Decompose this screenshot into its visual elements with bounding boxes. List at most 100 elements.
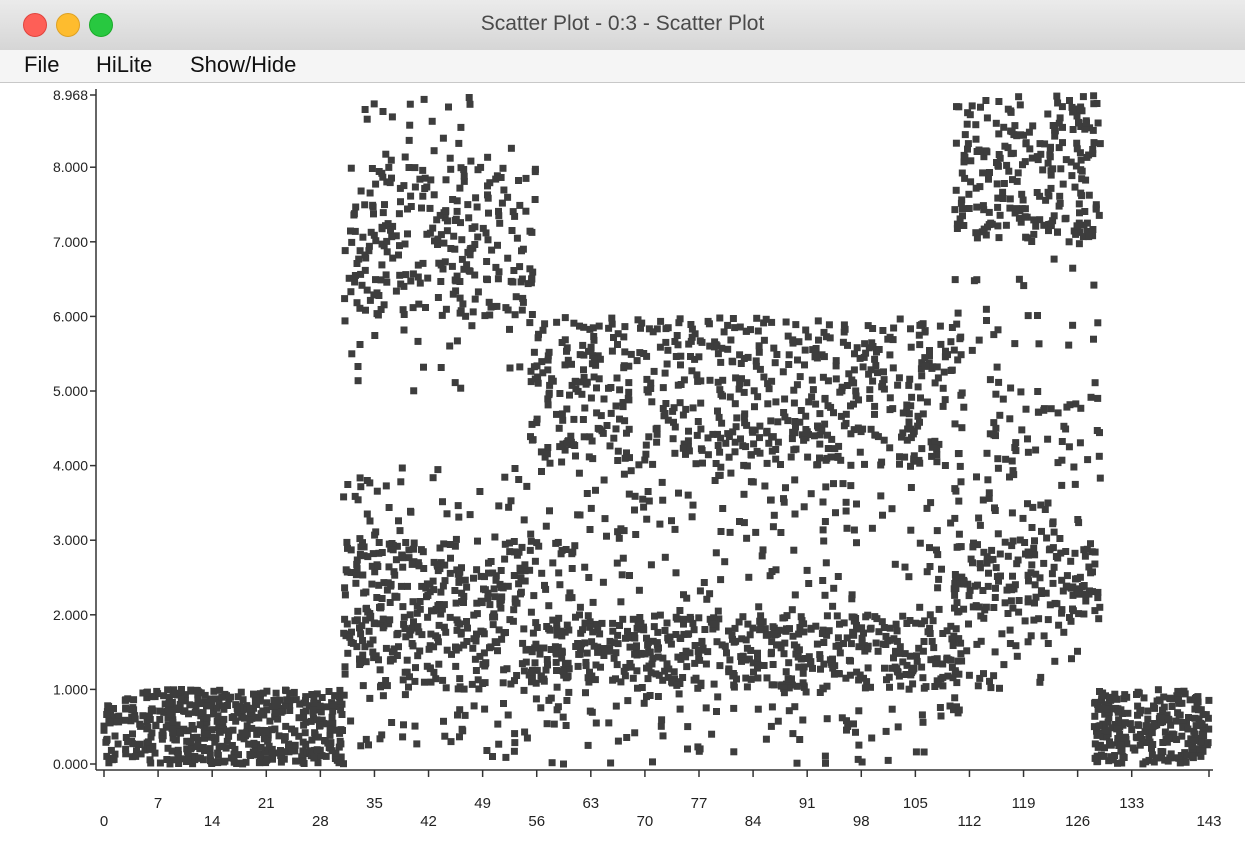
data-point: [819, 498, 827, 506]
data-point: [351, 272, 359, 279]
data-point: [425, 645, 433, 653]
data-point: [1111, 752, 1119, 759]
data-point: [497, 567, 505, 574]
data-point: [359, 539, 366, 547]
data-point: [341, 591, 349, 599]
data-point: [1104, 727, 1111, 735]
data-point: [594, 648, 602, 656]
data-point: [668, 517, 675, 525]
data-point: [580, 366, 587, 374]
menu-file[interactable]: File: [24, 52, 60, 77]
data-point: [497, 604, 505, 612]
data-point: [960, 158, 968, 166]
data-point: [729, 315, 737, 322]
data-point: [1061, 215, 1069, 223]
data-point: [957, 351, 965, 359]
data-point: [777, 461, 784, 468]
zoom-window-button[interactable]: [89, 13, 113, 37]
data-point: [731, 324, 739, 332]
data-point: [995, 130, 1003, 138]
data-point: [121, 716, 129, 724]
data-point: [461, 576, 469, 584]
data-point: [456, 733, 463, 741]
data-point: [374, 563, 382, 570]
data-point: [103, 752, 111, 760]
title-bar[interactable]: Scatter Plot - 0:3 - Scatter Plot: [0, 0, 1245, 51]
data-point: [400, 620, 408, 628]
data-point: [563, 344, 571, 352]
data-point: [586, 707, 594, 715]
data-point: [344, 481, 352, 488]
data-point: [562, 722, 570, 729]
data-point: [691, 330, 699, 338]
data-point: [1005, 167, 1013, 175]
plot-area[interactable]: 0.000 1.000 2.000 3.000 4.000 5.000 6.000 7.000…: [4, 84, 1242, 848]
data-point: [1016, 101, 1024, 109]
data-point: [951, 604, 958, 612]
data-point: [896, 315, 904, 323]
data-point: [661, 627, 669, 634]
menu-show-hide[interactable]: Show/Hide: [190, 52, 297, 77]
data-point: [980, 206, 988, 214]
data-point: [199, 709, 207, 717]
data-point: [1014, 556, 1022, 564]
data-point: [366, 517, 374, 525]
data-point: [1040, 632, 1048, 640]
data-point: [440, 623, 448, 631]
data-point: [456, 184, 464, 192]
data-point: [170, 704, 178, 712]
data-point: [400, 326, 408, 334]
data-point: [532, 619, 540, 627]
data-point: [682, 653, 690, 661]
data-point: [947, 622, 955, 630]
x-tick-label: 7: [154, 795, 162, 812]
data-point: [760, 373, 768, 381]
data-point: [702, 660, 710, 668]
data-point: [847, 482, 855, 490]
data-point: [494, 275, 502, 283]
data-point: [850, 617, 858, 625]
data-point: [553, 631, 561, 639]
minimize-window-button[interactable]: [56, 13, 80, 37]
data-point: [745, 655, 753, 663]
data-point: [1042, 196, 1050, 204]
data-point: [888, 664, 896, 672]
data-point: [906, 375, 914, 383]
data-point: [774, 717, 782, 725]
data-point: [271, 725, 279, 733]
data-point: [738, 657, 745, 665]
scatter-plot[interactable]: 0.0001.0002.0003.0004.0005.0006.0007.000…: [4, 84, 1242, 848]
data-point: [307, 717, 315, 725]
data-point: [452, 646, 460, 654]
data-point: [968, 102, 976, 110]
data-point: [766, 572, 774, 580]
data-point: [187, 686, 195, 694]
data-point: [966, 111, 974, 119]
data-point: [739, 442, 747, 450]
data-point: [354, 377, 362, 385]
data-point: [1084, 456, 1092, 464]
data-point: [865, 344, 873, 352]
data-point: [538, 569, 546, 577]
menu-hilite[interactable]: HiLite: [96, 52, 153, 77]
close-window-button[interactable]: [23, 13, 47, 37]
data-point: [995, 234, 1003, 242]
data-point: [376, 666, 384, 674]
data-point: [1199, 747, 1207, 755]
data-point: [864, 611, 872, 619]
data-point: [105, 703, 113, 710]
data-point: [1001, 599, 1009, 607]
data-point: [1045, 192, 1053, 200]
data-point: [1128, 726, 1136, 734]
data-point: [716, 386, 724, 394]
data-point: [1191, 705, 1199, 713]
data-point: [1034, 312, 1041, 319]
data-point: [927, 438, 935, 446]
data-point: [1015, 597, 1023, 604]
data-point: [361, 106, 369, 113]
data-point: [834, 573, 842, 580]
data-point: [867, 683, 874, 691]
data-point: [207, 695, 214, 703]
data-point: [702, 704, 710, 712]
data-point: [683, 663, 691, 671]
